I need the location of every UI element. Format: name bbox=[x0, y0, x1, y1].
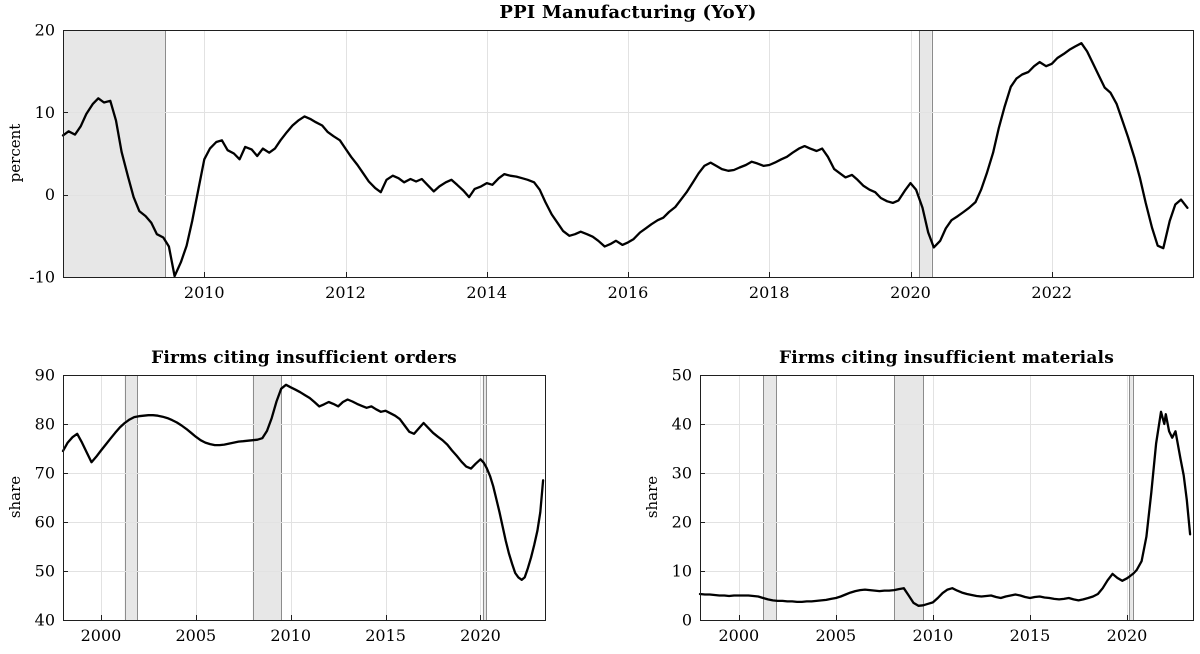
svg-text:20: 20 bbox=[35, 21, 55, 40]
svg-text:2020: 2020 bbox=[460, 626, 501, 645]
svg-text:2010: 2010 bbox=[270, 626, 311, 645]
svg-text:2015: 2015 bbox=[365, 626, 406, 645]
svg-text:80: 80 bbox=[35, 415, 55, 434]
svg-text:2016: 2016 bbox=[608, 283, 649, 302]
svg-text:0: 0 bbox=[682, 611, 692, 630]
ppi-chart-title: PPI Manufacturing (YoY) bbox=[499, 2, 757, 23]
svg-text:2012: 2012 bbox=[325, 283, 366, 302]
svg-text:10: 10 bbox=[35, 103, 55, 122]
svg-text:40: 40 bbox=[672, 415, 692, 434]
svg-text:20: 20 bbox=[672, 513, 692, 532]
svg-text:2020: 2020 bbox=[1107, 626, 1148, 645]
svg-text:2005: 2005 bbox=[816, 626, 857, 645]
orders-chart-title: Firms citing insufficient orders bbox=[151, 348, 457, 368]
materials-chart-title: Firms citing insufficient materials bbox=[779, 348, 1114, 368]
svg-text:0: 0 bbox=[45, 185, 55, 204]
svg-text:40: 40 bbox=[35, 611, 55, 630]
svg-text:2010: 2010 bbox=[913, 626, 954, 645]
svg-text:50: 50 bbox=[672, 366, 692, 385]
insufficient-materials-chart: Firms citing insufficient materials shar… bbox=[600, 344, 1200, 654]
svg-text:50: 50 bbox=[35, 562, 55, 581]
svg-text:2000: 2000 bbox=[81, 626, 122, 645]
orders-plot-area: 2000 2005 2010 2015 2020 40 50 60 70 80 90 bbox=[35, 366, 546, 645]
materials-plot-area: 2000 2005 2010 2015 2020 0 10 20 30 40 50 bbox=[672, 366, 1194, 645]
svg-text:2022: 2022 bbox=[1031, 283, 1072, 302]
ppi-chart: PPI Manufacturing (YoY) percent 2010 2012… bbox=[0, 0, 1200, 320]
insufficient-orders-chart: Firms citing insufficient orders share 2… bbox=[0, 344, 600, 654]
svg-text:2005: 2005 bbox=[175, 626, 216, 645]
svg-text:2020: 2020 bbox=[890, 283, 931, 302]
svg-text:-10: -10 bbox=[29, 268, 55, 287]
svg-text:10: 10 bbox=[672, 562, 692, 581]
svg-text:2010: 2010 bbox=[184, 283, 225, 302]
svg-text:60: 60 bbox=[35, 513, 55, 532]
svg-text:70: 70 bbox=[35, 464, 55, 483]
svg-text:2000: 2000 bbox=[718, 626, 759, 645]
svg-text:2014: 2014 bbox=[466, 283, 507, 302]
svg-text:2018: 2018 bbox=[749, 283, 790, 302]
ppi-plot-area: 2010 2012 2014 2016 2018 2020 2022 -10 0 10 20 bbox=[29, 21, 1194, 302]
svg-text:2015: 2015 bbox=[1010, 626, 1051, 645]
svg-text:30: 30 bbox=[672, 464, 692, 483]
svg-text:90: 90 bbox=[35, 366, 55, 385]
